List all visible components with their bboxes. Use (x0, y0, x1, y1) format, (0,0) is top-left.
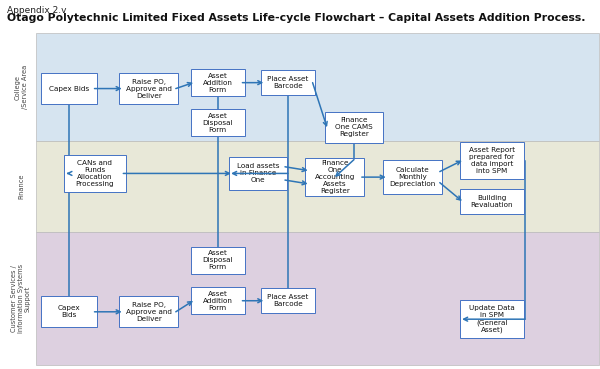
FancyBboxPatch shape (383, 160, 442, 194)
Text: Asset
Addition
Form: Asset Addition Form (203, 73, 233, 93)
Text: Load assets
in Finance
One: Load assets in Finance One (237, 163, 279, 183)
FancyBboxPatch shape (191, 69, 245, 96)
Text: College
/Service Area: College /Service Area (14, 65, 28, 109)
Text: Capex
Bids: Capex Bids (58, 305, 80, 318)
FancyBboxPatch shape (229, 157, 287, 190)
Text: Update Data
in SPM
(General
Asset): Update Data in SPM (General Asset) (469, 305, 515, 333)
FancyBboxPatch shape (261, 70, 315, 95)
Text: Raise PO,
Approve and
Deliver: Raise PO, Approve and Deliver (126, 302, 172, 322)
Text: Building
Revaluation: Building Revaluation (471, 194, 513, 208)
Text: Asset
Addition
Form: Asset Addition Form (203, 291, 233, 311)
FancyBboxPatch shape (119, 297, 178, 327)
FancyBboxPatch shape (191, 109, 245, 136)
Text: Capex Bids: Capex Bids (49, 86, 89, 92)
FancyBboxPatch shape (305, 158, 364, 196)
Text: CANs and
Funds
Allocation
Processing: CANs and Funds Allocation Processing (76, 160, 114, 187)
Text: Asset Report
prepared for
data import
into SPM: Asset Report prepared for data import in… (469, 147, 515, 174)
Bar (36, 33, 599, 141)
Text: Customer Services /
Information Systems
Support: Customer Services / Information Systems … (11, 264, 31, 334)
Text: Place Asset
Barcode: Place Asset Barcode (268, 294, 308, 307)
Text: Place Asset
Barcode: Place Asset Barcode (268, 76, 308, 89)
FancyBboxPatch shape (261, 288, 315, 313)
Text: Appendix 2.v: Appendix 2.v (7, 6, 67, 14)
FancyBboxPatch shape (460, 142, 524, 179)
Bar (36, 141, 599, 232)
FancyBboxPatch shape (460, 189, 524, 214)
FancyBboxPatch shape (41, 297, 97, 327)
Text: Finance: Finance (18, 174, 24, 200)
FancyBboxPatch shape (191, 287, 245, 314)
Text: Asset
Disposal
Form: Asset Disposal Form (203, 113, 233, 132)
Text: Finance
One CAMS
Register: Finance One CAMS Register (335, 117, 373, 137)
Text: Asset
Disposal
Form: Asset Disposal Form (203, 250, 233, 270)
FancyBboxPatch shape (119, 73, 178, 104)
FancyBboxPatch shape (460, 300, 524, 338)
FancyBboxPatch shape (64, 155, 126, 192)
Text: Otago Polytechnic Limited Fixed Assets Life-cycle Flowchart – Capital Assets Add: Otago Polytechnic Limited Fixed Assets L… (7, 13, 586, 23)
Text: Calculate
Monthly
Depreciation: Calculate Monthly Depreciation (389, 167, 436, 187)
FancyBboxPatch shape (325, 112, 383, 142)
FancyBboxPatch shape (41, 73, 97, 104)
Text: Finance
One
Accounting
Assets
Register: Finance One Accounting Assets Register (314, 160, 355, 194)
Bar (36, 232, 599, 365)
FancyBboxPatch shape (191, 247, 245, 274)
Text: Raise PO,
Approve and
Deliver: Raise PO, Approve and Deliver (126, 79, 172, 99)
